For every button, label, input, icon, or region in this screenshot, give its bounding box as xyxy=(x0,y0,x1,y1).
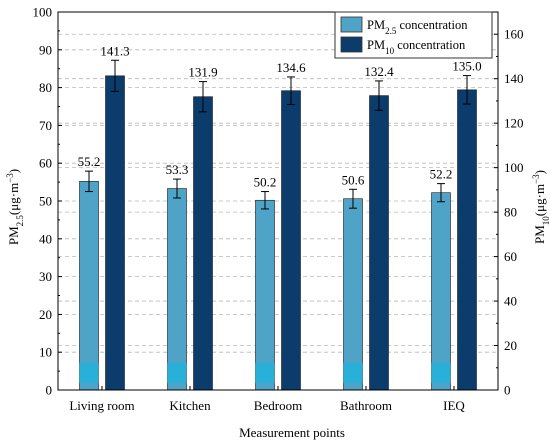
y-left-title-main: PM xyxy=(6,226,21,245)
legend-pm25-sub: 2.5 xyxy=(385,26,397,36)
data-label-pm10: 141.3 xyxy=(100,43,129,58)
axes: Living room Kitchen Bedroom Bathroom IEQ 0 10 2… xyxy=(33,5,524,414)
y-right-tick-label: 160 xyxy=(504,27,524,42)
bar-pm10 xyxy=(457,89,477,391)
bar-base-accent xyxy=(255,363,275,383)
bar-base-accent xyxy=(343,363,363,383)
y-left-tick-label: 0 xyxy=(46,383,53,398)
bar-base-accent xyxy=(431,363,451,383)
x-tick-label: IEQ xyxy=(443,398,465,413)
y-left-tick-label: 40 xyxy=(39,231,52,246)
x-tick-label: Bathroom xyxy=(340,398,392,413)
bar-pm10 xyxy=(281,90,301,391)
bar-pm25 xyxy=(79,181,99,391)
y-right-tick-label: 80 xyxy=(504,205,517,220)
legend-pm25-rest: concentration xyxy=(396,18,468,32)
legend-swatch-pm25 xyxy=(340,16,363,33)
y-right-tick-label: 40 xyxy=(504,294,517,309)
y-right-title-main: PM xyxy=(532,225,547,244)
y-left-title-unit: (μg·m xyxy=(6,183,21,215)
bar-pm10 xyxy=(105,75,125,391)
x-tick-label: Bedroom xyxy=(254,398,302,413)
data-label-pm10: 134.6 xyxy=(276,60,306,75)
legend-label-pm10: PM10 concentration xyxy=(367,38,466,56)
legend-label-pm25: PM2.5 concentration xyxy=(367,18,468,36)
y-right-title-sub: 10 xyxy=(541,216,550,226)
y-left-title-sup: −3 xyxy=(5,173,15,183)
bar-pm25 xyxy=(343,198,363,391)
grid-lines xyxy=(58,33,498,353)
bar-pm25 xyxy=(255,199,275,391)
data-label-pm25: 52.2 xyxy=(430,167,453,182)
y-left-title-close: ) xyxy=(6,169,21,173)
y-left-tick-label: 70 xyxy=(39,118,52,133)
y-left-axis-title: PM2.5(μg·m−3) xyxy=(5,169,25,245)
y-right-title-close: ) xyxy=(532,170,547,174)
x-axis-title: Measurement points xyxy=(239,425,345,440)
y-right-title-unit: (μg·m xyxy=(532,184,547,216)
y-right-axis-title: PM10(μg·m−3) xyxy=(531,170,550,244)
y-left-tick-label: 60 xyxy=(39,156,52,171)
y-left-tick-label: 100 xyxy=(33,5,53,20)
bar-base-accent xyxy=(79,363,99,383)
bar-pm25 xyxy=(167,188,187,391)
y-right-title-sup: −3 xyxy=(531,174,541,184)
y-right-tick-label: 20 xyxy=(504,338,517,353)
data-label-pm25: 50.6 xyxy=(342,172,365,187)
x-tick-label: Living room xyxy=(69,398,134,413)
y-left-tick-label: 20 xyxy=(39,307,52,322)
legend-pm10-main: PM xyxy=(367,38,385,52)
legend-pm10-sub: 10 xyxy=(385,46,395,56)
y-left-tick-label: 80 xyxy=(39,80,52,95)
bar-pm10 xyxy=(369,95,389,391)
y-left-tick-label: 90 xyxy=(39,42,52,57)
y-right-tick-label: 120 xyxy=(504,116,524,131)
legend: PM2.5 concentration PM10 concentration xyxy=(334,11,493,59)
legend-pm25-main: PM xyxy=(367,18,385,32)
data-label-pm25: 53.3 xyxy=(166,162,189,177)
x-tick-label: Kitchen xyxy=(169,398,211,413)
data-label-pm25: 55.2 xyxy=(78,154,101,169)
bar-pm10 xyxy=(193,96,213,391)
data-label-pm25: 50.2 xyxy=(254,175,277,190)
bar-pm25 xyxy=(431,192,451,391)
legend-swatch-pm10 xyxy=(340,36,363,53)
y-right-tick-label: 0 xyxy=(504,383,511,398)
y-left-tick-label: 10 xyxy=(39,345,52,360)
y-right-tick-label: 60 xyxy=(504,249,517,264)
y-right-tick-label: 140 xyxy=(504,71,524,86)
y-left-tick-label: 30 xyxy=(39,269,52,284)
bars: 55.2 141.3 53.3 131.9 50.2 134.6 50.6 132.4 52.2… xyxy=(78,43,482,391)
legend-pm10-rest: concentration xyxy=(394,38,466,52)
y-right-tick-label: 100 xyxy=(504,160,524,175)
y-left-title-sub: 2.5 xyxy=(15,215,25,227)
data-label-pm10: 135.0 xyxy=(452,59,481,74)
data-label-pm10: 131.9 xyxy=(188,65,217,80)
data-label-pm10: 132.4 xyxy=(364,64,394,79)
bar-base-accent xyxy=(167,363,187,383)
y-left-tick-label: 50 xyxy=(39,194,52,209)
